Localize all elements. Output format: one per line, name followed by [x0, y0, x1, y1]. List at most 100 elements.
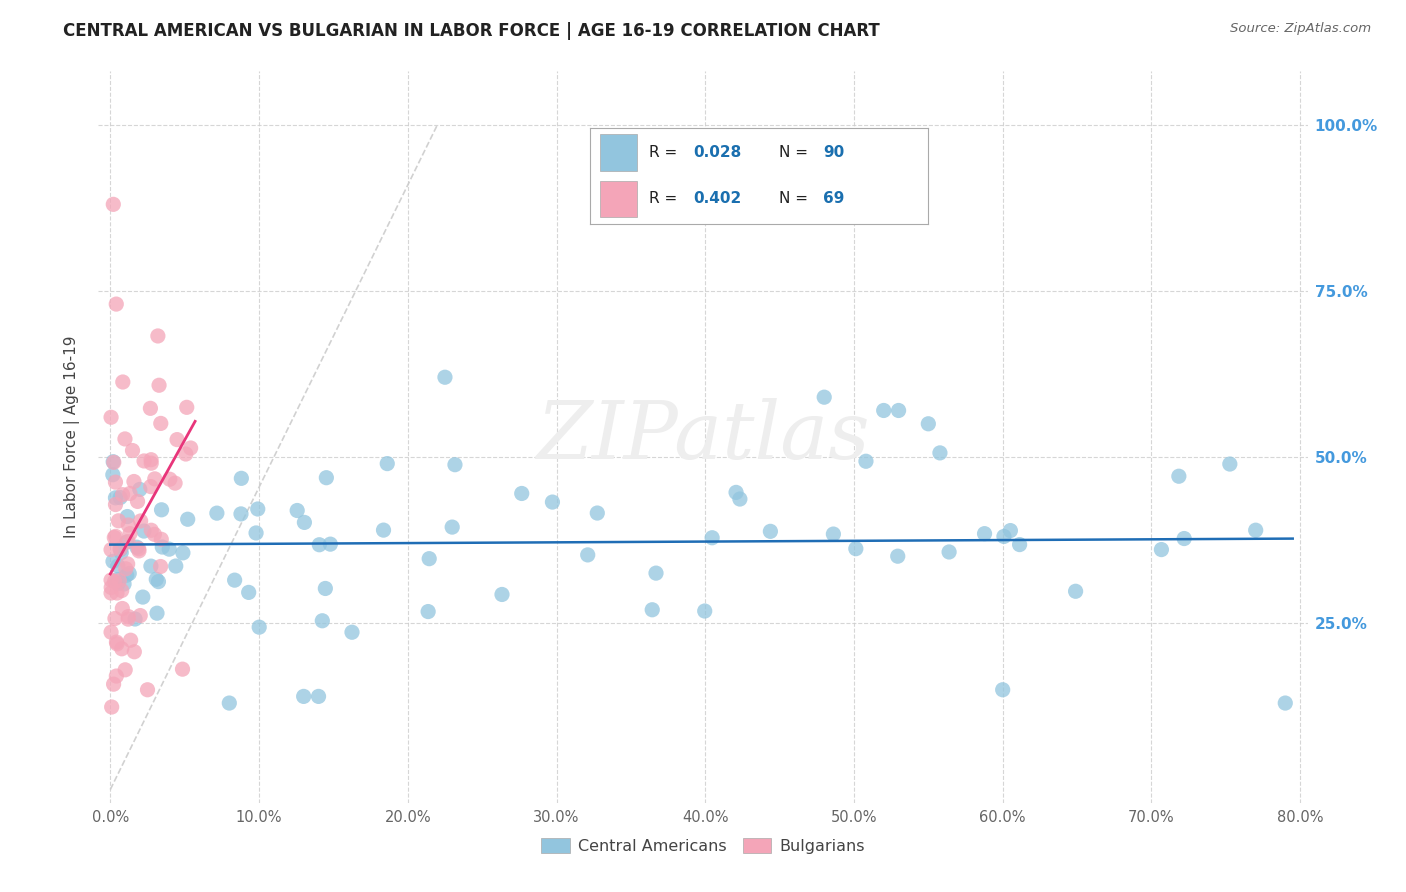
Point	[308, 538, 330, 552]
Point	[111, 488, 134, 502]
Point	[104, 491, 127, 505]
Point	[973, 526, 995, 541]
Point	[929, 446, 952, 460]
Point	[120, 633, 142, 648]
Point	[104, 498, 127, 512]
Point	[148, 574, 170, 589]
Point	[231, 471, 253, 485]
Point	[149, 559, 172, 574]
Point	[146, 329, 169, 343]
Point	[100, 586, 122, 600]
Point	[373, 523, 395, 537]
Point	[114, 663, 136, 677]
Point	[993, 529, 1015, 543]
Point	[645, 566, 668, 581]
Point	[125, 540, 148, 554]
Point	[129, 608, 152, 623]
Point	[104, 529, 127, 543]
Point	[1173, 532, 1195, 546]
Point	[702, 531, 724, 545]
Point	[541, 495, 564, 509]
Point	[117, 518, 139, 533]
Point	[174, 447, 197, 461]
Point	[166, 433, 188, 447]
Point	[100, 581, 122, 595]
Point	[103, 197, 125, 211]
Point	[132, 454, 155, 468]
Point	[823, 527, 845, 541]
Point	[375, 457, 398, 471]
Point	[1167, 469, 1189, 483]
Point	[100, 625, 122, 640]
Point	[111, 583, 134, 598]
Point	[340, 625, 363, 640]
Point	[141, 523, 163, 537]
Point	[238, 585, 260, 599]
Point	[108, 574, 131, 588]
Point	[510, 486, 533, 500]
Point	[991, 682, 1014, 697]
Point	[105, 635, 128, 649]
Point	[107, 573, 129, 587]
Point	[148, 378, 170, 392]
Point	[136, 682, 159, 697]
Point	[172, 662, 194, 676]
Point	[247, 620, 270, 634]
Point	[118, 486, 141, 500]
Point	[105, 297, 128, 311]
Point	[100, 573, 122, 587]
Text: R =: R =	[650, 191, 682, 206]
Point	[129, 514, 152, 528]
Point	[128, 544, 150, 558]
Point	[104, 574, 127, 589]
FancyBboxPatch shape	[600, 180, 637, 217]
Point	[110, 546, 132, 560]
Point	[150, 533, 173, 547]
Point	[122, 475, 145, 489]
Point	[311, 614, 333, 628]
Point	[103, 531, 125, 545]
Point	[103, 677, 125, 691]
Y-axis label: In Labor Force | Age 16-19: In Labor Force | Age 16-19	[65, 335, 80, 539]
Point	[150, 540, 173, 554]
Point	[100, 700, 122, 714]
Point	[115, 535, 138, 549]
Point	[103, 455, 125, 469]
Point	[107, 558, 129, 573]
Point	[759, 524, 782, 539]
Point	[128, 483, 150, 497]
Point	[229, 507, 252, 521]
Point	[143, 527, 166, 541]
Point	[110, 542, 132, 557]
Point	[176, 401, 198, 415]
Point	[1244, 523, 1267, 537]
Point	[111, 601, 134, 615]
Point	[107, 576, 129, 591]
Text: R =: R =	[650, 145, 682, 161]
Point	[104, 475, 127, 490]
Point	[139, 401, 162, 416]
Text: ZIPatlas: ZIPatlas	[536, 399, 870, 475]
Point	[101, 467, 124, 482]
Point	[124, 612, 146, 626]
Point	[491, 587, 513, 601]
Point	[108, 541, 131, 556]
Text: CENTRAL AMERICAN VS BULGARIAN IN LABOR FORCE | AGE 16-19 CORRELATION CHART: CENTRAL AMERICAN VS BULGARIAN IN LABOR F…	[63, 22, 880, 40]
Point	[139, 559, 162, 574]
Point	[245, 525, 267, 540]
Point	[139, 480, 162, 494]
Legend: Central Americans, Bulgarians: Central Americans, Bulgarians	[534, 831, 872, 861]
Point	[117, 557, 139, 571]
Text: 0.402: 0.402	[693, 191, 741, 206]
Text: Source: ZipAtlas.com: Source: ZipAtlas.com	[1230, 22, 1371, 36]
Point	[101, 554, 124, 568]
FancyBboxPatch shape	[600, 135, 637, 171]
Point	[292, 690, 315, 704]
Point	[105, 669, 128, 683]
Point	[107, 514, 129, 528]
Point	[1274, 696, 1296, 710]
Point	[118, 526, 141, 541]
Point	[128, 541, 150, 556]
Point	[111, 641, 134, 656]
Point	[1008, 538, 1031, 552]
